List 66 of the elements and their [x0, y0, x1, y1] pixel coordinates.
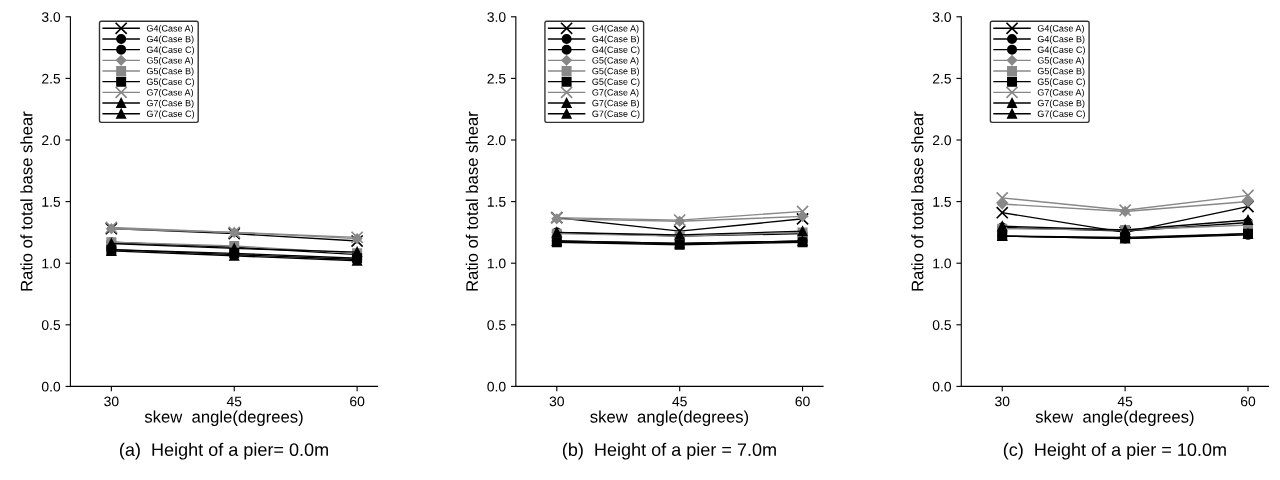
legend-label: G7(Case A)	[1037, 88, 1084, 98]
legend-label: G4(Case A)	[592, 24, 639, 34]
y-tick-label: 2.5	[42, 73, 61, 84]
legend-label: G5(Case A)	[1037, 56, 1084, 66]
y-tick-label: 2.5	[932, 73, 951, 84]
y-tick-label: 2.0	[42, 135, 61, 146]
legend-label: G7(Case A)	[592, 88, 639, 98]
legend-label: G5(Case B)	[146, 67, 194, 77]
y-tick-label: 1.0	[933, 258, 952, 269]
y-tick-label: 1.0	[487, 258, 506, 269]
y-tick-label: 2.5	[487, 73, 506, 84]
y-tick-label: 2.0	[487, 135, 506, 146]
x-tick-label: 45	[1117, 396, 1133, 407]
y-tick-label: 0.0	[41, 381, 61, 392]
y-tick-label: 0.5	[932, 320, 951, 330]
legend-label: G7(Case B)	[592, 99, 639, 109]
legend-label: G5(Case B)	[1037, 67, 1085, 77]
x-tick-label: 30	[104, 396, 119, 407]
text: (c) Height of a pier = 10.0m	[1003, 442, 1226, 460]
legend-label: G7(Case C)	[1037, 110, 1085, 119]
y-tick-label: 2.0	[932, 135, 952, 146]
x-tick-label: 60	[1240, 396, 1256, 407]
y-tick-label: 0.0	[932, 381, 952, 392]
y-axis-title: Ratio of total base shear	[465, 111, 478, 291]
legend-label: G4(Case B)	[592, 35, 639, 45]
legend-label: G4(Case B)	[146, 35, 194, 45]
y-tick-label: 3.0	[487, 12, 506, 22]
legend-label: G5(Case C)	[146, 78, 195, 87]
y-axis-title: Ratio of total base shear	[911, 111, 924, 291]
legend-label: G4(Case A)	[1037, 24, 1084, 34]
x-tick-label: 30	[549, 396, 564, 407]
y-tick-label: 3.0	[932, 12, 952, 22]
x-tick-label: 30	[995, 396, 1010, 407]
legend-label: G5(Case A)	[146, 56, 194, 66]
x-tick-label: 45	[226, 396, 242, 407]
y-tick-label: 0.0	[487, 381, 506, 392]
legend-label: G7(Case A)	[146, 88, 194, 98]
y-tick-label: 1.5	[933, 197, 951, 207]
legend-label: G5(Case B)	[592, 67, 639, 77]
y-tick-label: 1.5	[42, 197, 61, 207]
legend-label: G7(Case C)	[146, 110, 195, 119]
x-axis-title: skew angle(degrees)	[590, 410, 749, 426]
y-tick-label: 1.5	[487, 197, 506, 207]
x-tick-label: 60	[350, 396, 365, 407]
legend-label: G4(Case C)	[1037, 46, 1085, 55]
legend-label: G4(Case C)	[592, 46, 640, 55]
legend-label: G4(Case B)	[1037, 35, 1085, 45]
text: (b) Height of a pier = 7.0m	[562, 442, 776, 460]
legend-label: G4(Case A)	[146, 24, 194, 34]
legend-label: G7(Case B)	[1037, 99, 1085, 109]
legend-label: G4(Case C)	[146, 46, 195, 55]
text: (a) Height of a pier= 0.0m	[120, 442, 328, 460]
x-axis-title: skew angle(degrees)	[1035, 410, 1194, 426]
y-tick-label: 3.0	[41, 12, 61, 22]
x-tick-label: 45	[672, 396, 687, 407]
x-tick-label: 60	[795, 396, 810, 407]
y-tick-label: 1.0	[42, 258, 61, 269]
y-tick-label: 0.5	[41, 320, 61, 330]
legend-label: G5(Case A)	[592, 56, 639, 66]
legend-label: G5(Case C)	[592, 78, 640, 87]
x-axis-title: skew angle(degrees)	[144, 410, 303, 426]
y-axis-title: Ratio of total base shear	[20, 111, 33, 291]
legend-label: G7(Case B)	[146, 99, 194, 109]
legend-label: G5(Case C)	[1037, 78, 1085, 87]
y-tick-label: 0.5	[487, 320, 506, 330]
legend-label: G7(Case C)	[592, 110, 640, 119]
